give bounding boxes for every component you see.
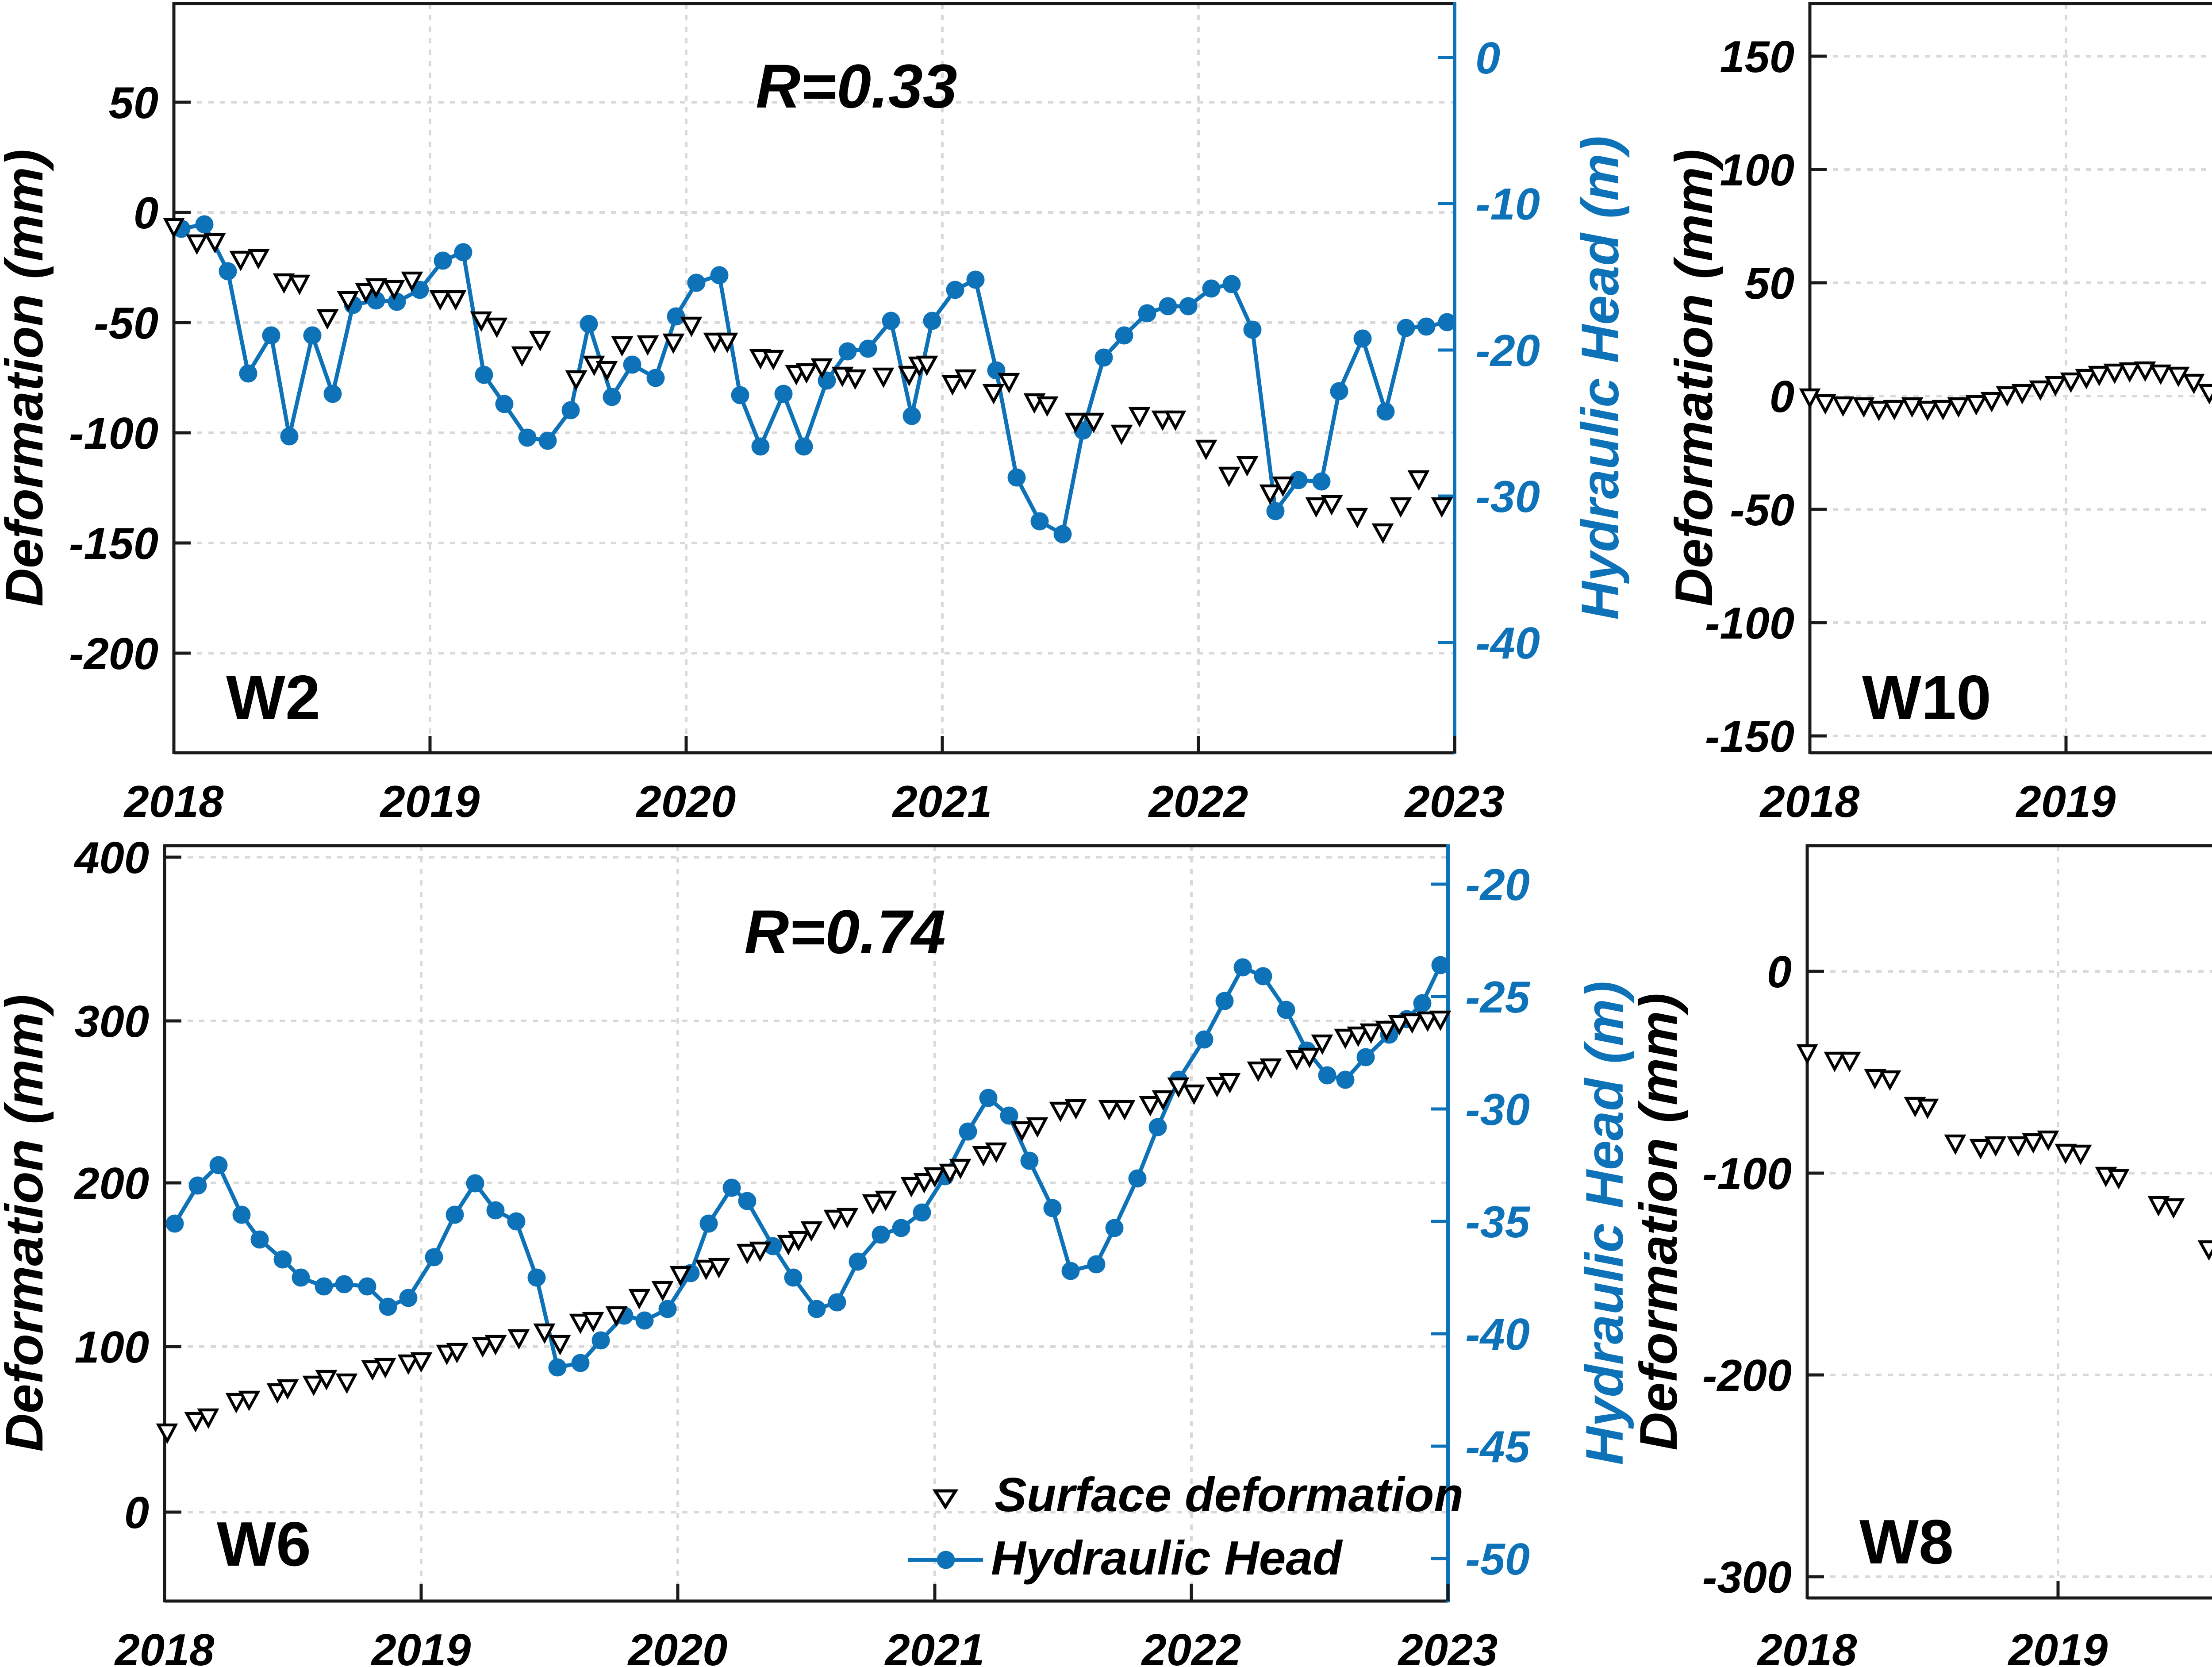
svg-text:-20: -20 [1475,326,1540,376]
svg-text:2018: 2018 [1757,1625,1858,1667]
svg-text:50: 50 [109,78,158,128]
svg-text:-30: -30 [1475,472,1540,522]
svg-text:2019: 2019 [2008,1625,2108,1667]
svg-text:-100: -100 [1702,1149,1792,1199]
svg-text:-50: -50 [1730,485,1794,535]
svg-text:2022: 2022 [1141,1625,1241,1667]
svg-text:0: 0 [134,189,158,238]
svg-text:-45: -45 [1465,1422,1531,1472]
svg-text:-300: -300 [1702,1553,1792,1602]
svg-text:Deformation (mm): Deformation (mm) [1664,149,1724,606]
svg-text:W6: W6 [217,1509,311,1579]
svg-text:400: 400 [73,833,149,883]
svg-text:2020: 2020 [627,1625,728,1667]
svg-text:2023: 2023 [1404,777,1505,827]
svg-text:300: 300 [74,997,149,1047]
svg-text:Deformation (mm): Deformation (mm) [0,994,54,1451]
svg-text:Deformation (mm): Deformation (mm) [1629,993,1688,1450]
svg-text:2020: 2020 [636,777,736,827]
svg-text:-20: -20 [1465,860,1530,910]
svg-text:Deformation (mm): Deformation (mm) [0,149,54,606]
svg-text:100: 100 [1720,146,1794,195]
svg-text:-200: -200 [1702,1351,1792,1401]
svg-text:2019: 2019 [2016,777,2116,827]
svg-text:2021: 2021 [892,777,992,827]
svg-text:-50: -50 [94,299,158,348]
svg-text:0: 0 [124,1488,149,1538]
svg-text:Surface deformation: Surface deformation [995,1468,1463,1522]
svg-text:2018: 2018 [114,1625,215,1667]
svg-text:-35: -35 [1465,1197,1531,1247]
svg-text:-50: -50 [1465,1535,1530,1584]
svg-text:R=0.33: R=0.33 [756,51,957,121]
svg-text:Hydraulic Head (m): Hydraulic Head (m) [1575,981,1634,1465]
svg-text:-40: -40 [1475,619,1540,668]
svg-text:-25: -25 [1465,973,1531,1022]
svg-text:W8: W8 [1859,1507,1954,1577]
svg-text:-30: -30 [1465,1085,1530,1135]
svg-text:-200: -200 [69,629,158,679]
svg-text:0: 0 [1475,34,1500,83]
svg-text:R=0.74: R=0.74 [744,897,945,966]
svg-text:2021: 2021 [884,1625,985,1667]
svg-text:0: 0 [1770,372,1794,422]
svg-text:-100: -100 [1705,599,1794,648]
svg-text:-150: -150 [1705,712,1794,762]
svg-text:2018: 2018 [123,777,224,827]
svg-text:W10: W10 [1862,662,1991,733]
svg-text:2023: 2023 [1398,1625,1498,1667]
svg-text:W2: W2 [226,662,320,733]
svg-text:150: 150 [1720,32,1794,82]
svg-text:2022: 2022 [1148,777,1248,827]
svg-text:-10: -10 [1475,180,1540,229]
svg-text:-100: -100 [69,409,158,458]
svg-text:200: 200 [73,1159,149,1209]
svg-text:-40: -40 [1465,1310,1530,1359]
svg-text:2019: 2019 [380,777,480,827]
svg-text:0: 0 [1767,947,1792,997]
svg-text:100: 100 [74,1323,149,1372]
svg-text:50: 50 [1745,259,1794,308]
svg-text:Hydraulic Head (m): Hydraulic Head (m) [1571,136,1630,620]
svg-text:Hydraulic Head: Hydraulic Head [991,1531,1343,1585]
svg-text:2019: 2019 [371,1625,471,1667]
svg-text:-150: -150 [69,519,158,569]
svg-text:2018: 2018 [1759,777,1860,827]
